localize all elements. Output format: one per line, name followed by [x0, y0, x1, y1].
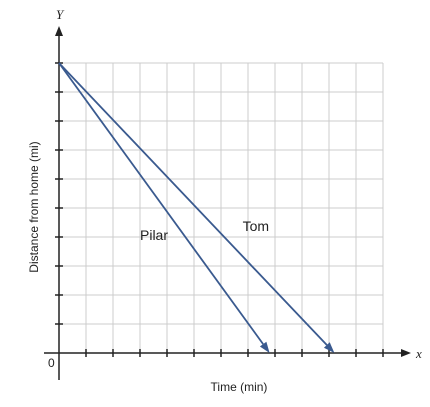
series-line-pilar	[58, 62, 264, 345]
y-axis-arrow	[55, 26, 63, 36]
x-axis-name: x	[415, 346, 422, 361]
axes	[44, 26, 411, 380]
series-line-tom	[58, 62, 328, 346]
x-ticks	[85, 349, 384, 357]
grid	[59, 62, 384, 354]
series-arrowhead-pilar	[259, 341, 270, 353]
origin-label: 0	[48, 356, 55, 370]
x-axis-label: Time (min)	[211, 380, 268, 394]
series-lines	[58, 62, 335, 353]
y-axis-name: Y	[56, 7, 65, 22]
series-label-pilar: Pilar	[140, 227, 168, 243]
series-arrowhead-tom	[323, 342, 335, 353]
y-axis-label: Distance from home (mi)	[27, 141, 41, 272]
series-labels: Pilar Tom	[140, 218, 269, 243]
series-label-tom: Tom	[243, 218, 269, 234]
x-axis-arrow	[401, 349, 411, 357]
